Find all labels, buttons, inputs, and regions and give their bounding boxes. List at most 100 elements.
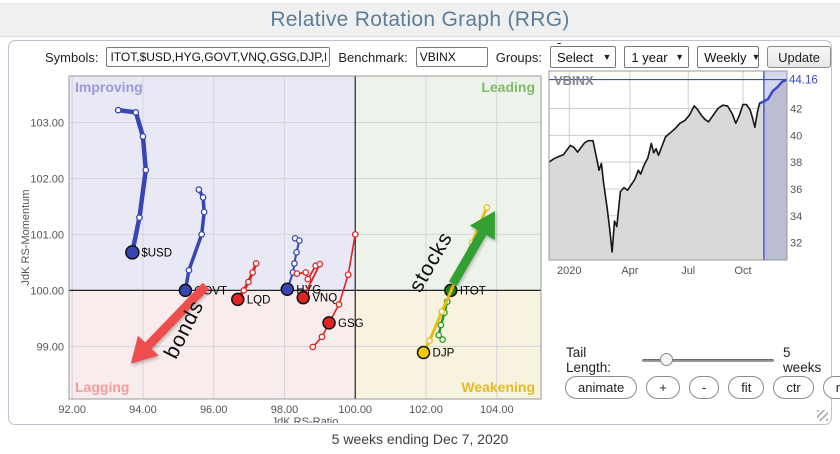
head-HYG[interactable]: [280, 282, 295, 297]
tail-length-slider[interactable]: [642, 353, 774, 367]
benchmark-area: [549, 79, 787, 260]
fit-button[interactable]: fit: [728, 376, 765, 399]
resize-handle[interactable]: [817, 410, 828, 421]
benchmark-symbol-label: VBINX: [554, 73, 594, 88]
trail-marker: [199, 194, 207, 201]
x-tick-label: 104.00: [480, 404, 514, 416]
animate-button[interactable]: animate: [565, 376, 638, 399]
symbol-label-GSG: GSG: [338, 318, 364, 330]
y-tick-label: 101.00: [30, 229, 64, 241]
symbol-label-ITOT: ITOT: [460, 285, 486, 297]
tail-length-label: Tail Length:: [566, 345, 612, 375]
trail-marker: [295, 237, 303, 244]
trail-marker: [302, 269, 310, 276]
y-tick-label: 102.00: [30, 173, 64, 185]
slider-thumb[interactable]: [660, 353, 673, 366]
trail-marker: [245, 278, 252, 286]
trail-LQD: LQD: [231, 260, 271, 307]
trail-marker: [309, 343, 317, 351]
page-title: Relative Rotation Graph (RRG): [270, 8, 570, 31]
symbols-label: Symbols:: [45, 49, 99, 65]
tail-length-control: Tail Length: 5 weeks: [566, 345, 831, 375]
trail-marker: [435, 331, 443, 339]
stocks-arrow: [449, 211, 495, 286]
trail-marker: [483, 204, 491, 211]
frequency-select-value: Weekly: [704, 49, 747, 65]
plot-border: [68, 75, 542, 400]
groups-select[interactable]: - Select - ▼: [550, 35, 617, 80]
tail-period-highlight: [763, 71, 787, 260]
benchmark-x-tick: Jul: [681, 265, 695, 277]
trail-marker: [195, 186, 203, 193]
caption: 5 weeks ending Dec 7, 2020: [331, 431, 509, 447]
trail-marker: [291, 260, 298, 267]
y-tick-label: 103.00: [30, 117, 64, 129]
period-select[interactable]: 1 year ▼: [624, 46, 690, 68]
x-tick-label: 102.00: [409, 404, 443, 416]
trail-marker: [252, 260, 260, 267]
trail-marker: [198, 231, 206, 238]
symbol-label-DJP: DJP: [433, 348, 455, 360]
benchmark-y-tick: 36: [790, 184, 802, 196]
quadrant-label-lagging: Lagging: [75, 379, 129, 395]
trail-marker: [293, 270, 301, 277]
max-button[interactable]: max: [822, 376, 840, 399]
benchmark-x-tick: 2020: [557, 265, 581, 277]
head-LQD[interactable]: [231, 292, 245, 307]
benchmark-chart: 32 34 36 38 40 42 2020 Apr Jul Oct VBINX 44.16: [548, 70, 818, 277]
x-axis-title: JdK RS-Ratio: [272, 416, 339, 423]
period-select-value: 1 year: [631, 49, 668, 65]
trail-marker: [335, 301, 343, 308]
trail-marker: [318, 333, 326, 341]
symbol-label-LQD: LQD: [247, 294, 271, 306]
quadrant-label-weakening: Weakening: [461, 379, 535, 395]
benchmark-x-tick: Oct: [734, 265, 751, 277]
trail-marker: [185, 266, 193, 274]
trail-marker: [114, 106, 122, 114]
trail-marker: [293, 248, 300, 256]
trail-marker: [316, 260, 324, 268]
quadrant-lagging: [69, 290, 356, 399]
zoom-in-button[interactable]: +: [646, 376, 680, 399]
frequency-select[interactable]: Weekly ▼: [697, 46, 761, 68]
quadrant-weakening: [355, 290, 541, 399]
trail-marker: [200, 208, 208, 216]
benchmark-y-tick: 34: [790, 211, 802, 223]
x-tick-label: 92.00: [58, 404, 86, 416]
trail-VNQ: VNQ: [293, 260, 337, 305]
groups-label: Groups:: [495, 49, 542, 65]
trail-marker: [136, 214, 143, 221]
quadrant-leading: [355, 76, 541, 291]
chevron-down-icon: ▼: [602, 52, 612, 62]
center-button[interactable]: ctr: [773, 376, 814, 399]
chevron-down-icon: ▼: [751, 52, 761, 62]
y-axis-title: JdK RS-Momentum: [20, 190, 32, 286]
head-VNQ[interactable]: [296, 290, 310, 305]
symbols-input[interactable]: [106, 47, 331, 67]
update-button[interactable]: Update: [767, 46, 831, 68]
rrg-chart[interactable]: Improving Leading Lagging Weakening 92.00 94.…: [19, 63, 564, 423]
slider-track: [642, 359, 774, 362]
head-GSG[interactable]: [322, 316, 336, 330]
trail-HYG: HYG: [280, 234, 321, 297]
benchmark-label: Benchmark:: [338, 49, 408, 65]
chevron-down-icon: ▼: [675, 52, 685, 62]
head-GOVT[interactable]: [178, 283, 193, 298]
trail-$USD: $USD: [114, 106, 172, 260]
head-DJP[interactable]: [416, 345, 431, 360]
trail-marker: [132, 109, 140, 116]
head-$USD[interactable]: [125, 245, 140, 260]
quadrant-label-leading: Leading: [481, 79, 535, 95]
trail-marker: [249, 269, 256, 276]
trail-marker: [351, 231, 359, 238]
zoom-out-button[interactable]: -: [688, 376, 720, 399]
benchmark-tail-line: [759, 78, 788, 105]
benchmark-input[interactable]: [415, 47, 488, 67]
trail-marker: [142, 166, 150, 174]
toolbar: Symbols: Benchmark: Groups: - Select - ▼…: [9, 35, 831, 80]
symbol-label-$USD: $USD: [141, 247, 172, 259]
chart-buttons: animate + - fit ctr max: [565, 376, 840, 399]
trail-GSG: GSG: [309, 231, 364, 351]
trail-marker: [438, 308, 446, 316]
